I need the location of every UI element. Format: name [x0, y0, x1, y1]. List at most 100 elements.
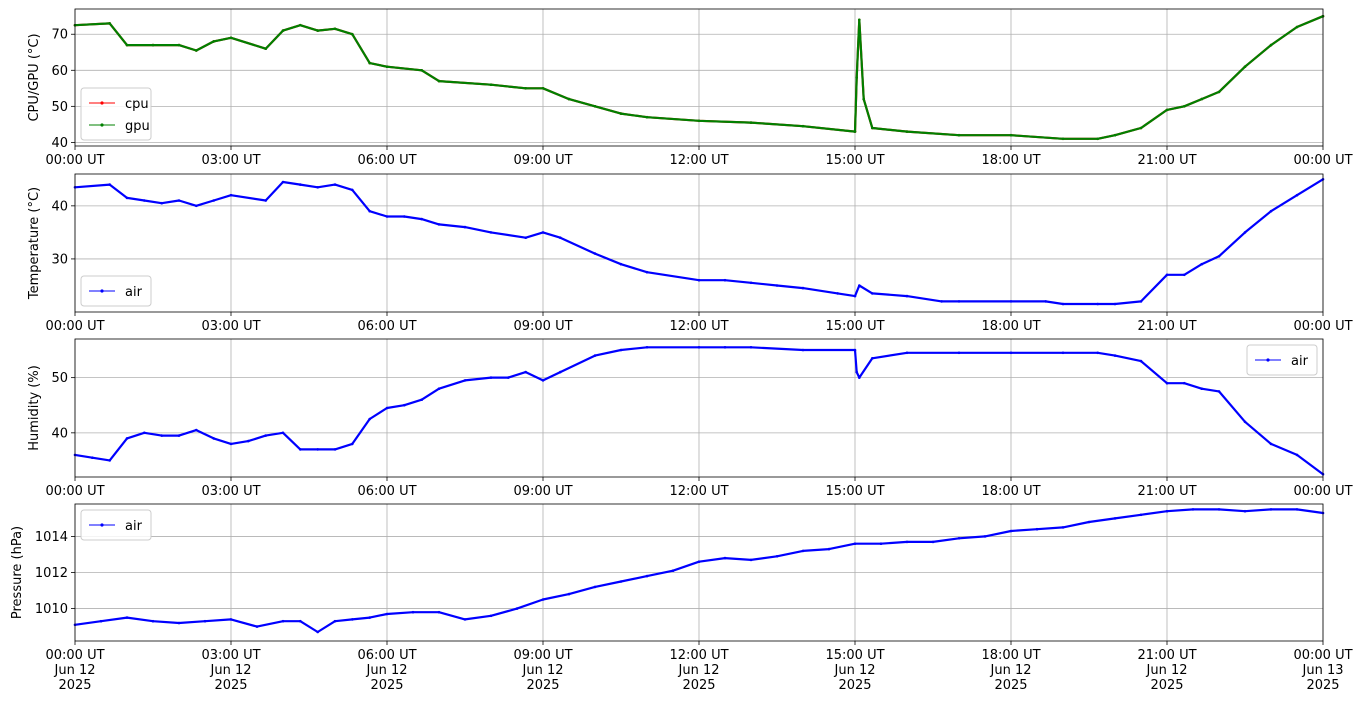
data-point-air	[99, 619, 103, 623]
y-tick-label: 50	[51, 100, 68, 115]
data-point-air	[1165, 273, 1169, 277]
data-point-air	[775, 284, 779, 287]
data-point-air	[853, 542, 857, 545]
data-point-air	[255, 625, 259, 628]
data-point-air	[1113, 354, 1117, 357]
y-tick-label: 1012	[35, 566, 68, 581]
data-point-air	[1009, 351, 1013, 355]
data-point-gpu	[957, 133, 961, 137]
data-point-gpu	[1061, 137, 1065, 141]
data-point-air	[871, 357, 874, 360]
data-point-air	[1009, 529, 1013, 533]
data-point-air	[177, 621, 181, 625]
data-point-gpu	[862, 97, 865, 101]
data-point-air	[411, 610, 415, 614]
data-point-gpu	[108, 22, 111, 25]
data-point-air	[125, 196, 129, 200]
legend-box	[80, 509, 152, 541]
data-point-air	[420, 398, 424, 402]
data-point-air	[697, 346, 701, 349]
y-axis-label: Humidity (%)	[27, 365, 42, 451]
x-tick-label: 09:00 UT Jun 12 2025	[513, 648, 572, 693]
data-point-air	[524, 236, 527, 239]
data-point-gpu	[212, 40, 215, 43]
data-point-air	[645, 574, 649, 578]
y-tick-label: 30	[51, 252, 68, 267]
data-point-air	[351, 188, 354, 192]
data-point-gpu	[1165, 108, 1169, 112]
data-point-gpu	[437, 79, 441, 83]
data-point-air	[723, 346, 727, 349]
data-point-air	[1165, 509, 1169, 513]
data-point-gpu	[1183, 105, 1186, 108]
data-point-air	[1061, 302, 1065, 306]
data-point-air	[420, 217, 424, 221]
data-point-air	[125, 616, 129, 619]
data-point-air	[723, 556, 727, 560]
legend-marker-cpu	[100, 101, 104, 105]
data-point-air	[160, 434, 163, 437]
data-point-gpu	[420, 69, 424, 72]
data-point-air	[1087, 520, 1091, 524]
x-tick-label: 12:00 UT Jun 12 2025	[669, 648, 728, 693]
data-point-air	[619, 348, 623, 352]
data-point-gpu	[1113, 133, 1117, 137]
legend: air	[80, 509, 152, 541]
data-point-air	[1269, 508, 1273, 511]
data-point-air	[749, 281, 753, 285]
data-point-gpu	[1295, 25, 1299, 29]
plot-frame	[74, 173, 1324, 313]
data-point-gpu	[229, 36, 233, 40]
x-tick-label: 00:00 UT	[45, 319, 104, 334]
data-point-air	[593, 585, 597, 589]
data-point-gpu	[645, 115, 649, 119]
data-point-air	[827, 547, 831, 551]
data-point-gpu	[749, 121, 753, 124]
data-point-air	[593, 252, 597, 255]
data-point-air	[1200, 387, 1203, 391]
data-point-air	[983, 535, 987, 538]
data-point-air	[749, 558, 753, 562]
series-line-air	[74, 346, 1324, 476]
data-point-air	[299, 448, 302, 451]
x-tick-label: 21:00 UT	[1137, 153, 1196, 168]
data-point-gpu	[1009, 133, 1013, 137]
y-tick-label: 40	[51, 136, 68, 151]
data-point-gpu	[801, 124, 805, 128]
data-point-gpu	[1269, 43, 1273, 47]
data-point-air	[1183, 381, 1186, 385]
data-point-air	[1217, 390, 1221, 393]
data-point-air	[437, 387, 441, 391]
data-point-gpu	[541, 87, 545, 90]
data-point-gpu	[1243, 65, 1247, 68]
x-tick-label: 00:00 UT Jun 13 2025	[1293, 648, 1352, 693]
data-point-air	[351, 618, 354, 621]
data-point-air	[403, 403, 406, 407]
data-point-air	[316, 186, 320, 189]
data-point-gpu	[619, 112, 623, 115]
data-point-air	[229, 193, 233, 197]
data-point-air	[853, 348, 857, 352]
legend-label-air: air	[125, 519, 143, 534]
data-point-air	[619, 262, 623, 266]
data-point-air	[1044, 300, 1047, 303]
data-point-air	[489, 376, 493, 379]
data-point-air	[1269, 442, 1273, 446]
data-point-air	[195, 204, 198, 208]
legend-box	[80, 87, 152, 141]
plot-frame	[74, 338, 1324, 478]
x-tick-label: 00:00 UT	[45, 153, 104, 168]
data-point-air	[281, 180, 285, 184]
legend-marker-gpu	[100, 123, 104, 127]
data-point-air	[1096, 351, 1099, 355]
plot-frame	[74, 503, 1324, 642]
data-point-air	[160, 201, 163, 205]
data-point-air	[1217, 254, 1221, 258]
data-point-air	[1243, 420, 1247, 424]
x-tick-label: 03:00 UT	[201, 484, 260, 499]
data-point-air	[1035, 527, 1039, 531]
y-tick-label: 1010	[35, 602, 68, 617]
data-point-air	[212, 437, 215, 440]
legend-marker-air	[100, 289, 104, 293]
data-point-air	[1061, 351, 1065, 355]
